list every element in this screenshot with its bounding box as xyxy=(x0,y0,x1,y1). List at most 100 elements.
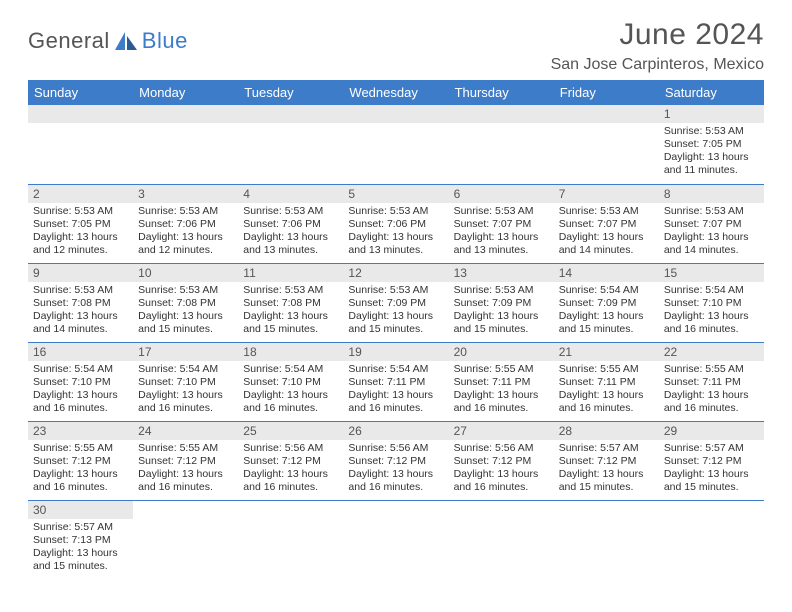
day-number: 6 xyxy=(449,185,554,203)
calendar-day: 23Sunrise: 5:55 AMSunset: 7:12 PMDayligh… xyxy=(28,421,133,500)
day-number: 1 xyxy=(659,105,764,123)
calendar-row: 30Sunrise: 5:57 AMSunset: 7:13 PMDayligh… xyxy=(28,500,764,579)
calendar-day: 16Sunrise: 5:54 AMSunset: 7:10 PMDayligh… xyxy=(28,342,133,421)
day-number: 19 xyxy=(343,343,448,361)
calendar-day: 13Sunrise: 5:53 AMSunset: 7:09 PMDayligh… xyxy=(449,263,554,342)
calendar-day: 6Sunrise: 5:53 AMSunset: 7:07 PMDaylight… xyxy=(449,184,554,263)
day-details: Sunrise: 5:53 AMSunset: 7:09 PMDaylight:… xyxy=(449,282,554,340)
calendar-day: 27Sunrise: 5:56 AMSunset: 7:12 PMDayligh… xyxy=(449,421,554,500)
day-number: 16 xyxy=(28,343,133,361)
logo-text-2: Blue xyxy=(142,28,188,54)
calendar-day: 5Sunrise: 5:53 AMSunset: 7:06 PMDaylight… xyxy=(343,184,448,263)
day-details: Sunrise: 5:54 AMSunset: 7:11 PMDaylight:… xyxy=(343,361,448,419)
day-number: 29 xyxy=(659,422,764,440)
calendar-body: 1 Sunrise: 5:53 AMSunset: 7:05 PMDaylight… xyxy=(28,105,764,579)
day-number: 17 xyxy=(133,343,238,361)
calendar-empty-cell xyxy=(449,105,554,184)
calendar-empty-cell xyxy=(343,500,448,579)
day-number: 27 xyxy=(449,422,554,440)
day-details: Sunrise: 5:56 AMSunset: 7:12 PMDaylight:… xyxy=(238,440,343,498)
calendar-day: 4Sunrise: 5:53 AMSunset: 7:06 PMDaylight… xyxy=(238,184,343,263)
calendar-day: 1Sunrise: 5:53 AMSunset: 7:05 PMDaylight… xyxy=(659,105,764,184)
calendar-empty-cell xyxy=(238,500,343,579)
day-number: 9 xyxy=(28,264,133,282)
day-details: Sunrise: 5:53 AMSunset: 7:06 PMDaylight:… xyxy=(238,203,343,261)
day-details: Sunrise: 5:56 AMSunset: 7:12 PMDaylight:… xyxy=(449,440,554,498)
day-details: Sunrise: 5:53 AMSunset: 7:07 PMDaylight:… xyxy=(554,203,659,261)
logo-text-1: General xyxy=(28,28,110,54)
calendar-empty-cell xyxy=(133,105,238,184)
logo: General Blue xyxy=(28,18,188,54)
calendar-empty-cell xyxy=(28,105,133,184)
day-details: Sunrise: 5:53 AMSunset: 7:05 PMDaylight:… xyxy=(28,203,133,261)
day-details: Sunrise: 5:53 AMSunset: 7:06 PMDaylight:… xyxy=(343,203,448,261)
month-title: June 2024 xyxy=(551,18,764,52)
calendar-day: 8Sunrise: 5:53 AMSunset: 7:07 PMDaylight… xyxy=(659,184,764,263)
day-number: 22 xyxy=(659,343,764,361)
calendar-row: 2Sunrise: 5:53 AMSunset: 7:05 PMDaylight… xyxy=(28,184,764,263)
day-number: 11 xyxy=(238,264,343,282)
calendar-day: 9Sunrise: 5:53 AMSunset: 7:08 PMDaylight… xyxy=(28,263,133,342)
day-details: Sunrise: 5:57 AMSunset: 7:13 PMDaylight:… xyxy=(28,519,133,577)
calendar-table: SundayMondayTuesdayWednesdayThursdayFrid… xyxy=(28,80,764,579)
calendar-empty-cell xyxy=(659,500,764,579)
calendar-empty-cell xyxy=(343,105,448,184)
weekday-header: Wednesday xyxy=(343,80,448,105)
day-number: 18 xyxy=(238,343,343,361)
day-details: Sunrise: 5:53 AMSunset: 7:08 PMDaylight:… xyxy=(133,282,238,340)
weekday-header: Thursday xyxy=(449,80,554,105)
location: San Jose Carpinteros, Mexico xyxy=(551,56,764,74)
empty-daynum-strip xyxy=(28,105,133,123)
day-details: Sunrise: 5:53 AMSunset: 7:06 PMDaylight:… xyxy=(133,203,238,261)
calendar-day: 19Sunrise: 5:54 AMSunset: 7:11 PMDayligh… xyxy=(343,342,448,421)
day-details: Sunrise: 5:55 AMSunset: 7:12 PMDaylight:… xyxy=(133,440,238,498)
calendar-day: 18Sunrise: 5:54 AMSunset: 7:10 PMDayligh… xyxy=(238,342,343,421)
day-details: Sunrise: 5:53 AMSunset: 7:08 PMDaylight:… xyxy=(28,282,133,340)
day-details: Sunrise: 5:53 AMSunset: 7:09 PMDaylight:… xyxy=(343,282,448,340)
calendar-day: 12Sunrise: 5:53 AMSunset: 7:09 PMDayligh… xyxy=(343,263,448,342)
day-details: Sunrise: 5:55 AMSunset: 7:11 PMDaylight:… xyxy=(449,361,554,419)
day-number: 15 xyxy=(659,264,764,282)
calendar-day: 20Sunrise: 5:55 AMSunset: 7:11 PMDayligh… xyxy=(449,342,554,421)
weekday-header: Sunday xyxy=(28,80,133,105)
day-number: 14 xyxy=(554,264,659,282)
day-details: Sunrise: 5:55 AMSunset: 7:11 PMDaylight:… xyxy=(554,361,659,419)
day-details: Sunrise: 5:54 AMSunset: 7:10 PMDaylight:… xyxy=(659,282,764,340)
empty-daynum-strip xyxy=(238,105,343,123)
weekday-header: Saturday xyxy=(659,80,764,105)
day-number: 28 xyxy=(554,422,659,440)
day-number: 2 xyxy=(28,185,133,203)
day-number: 8 xyxy=(659,185,764,203)
calendar-day: 10Sunrise: 5:53 AMSunset: 7:08 PMDayligh… xyxy=(133,263,238,342)
day-number: 10 xyxy=(133,264,238,282)
empty-daynum-strip xyxy=(554,105,659,123)
calendar-day: 28Sunrise: 5:57 AMSunset: 7:12 PMDayligh… xyxy=(554,421,659,500)
calendar-day: 2Sunrise: 5:53 AMSunset: 7:05 PMDaylight… xyxy=(28,184,133,263)
title-block: June 2024 San Jose Carpinteros, Mexico xyxy=(551,18,764,74)
day-details: Sunrise: 5:56 AMSunset: 7:12 PMDaylight:… xyxy=(343,440,448,498)
logo-sail-icon xyxy=(113,30,139,52)
calendar-day: 29Sunrise: 5:57 AMSunset: 7:12 PMDayligh… xyxy=(659,421,764,500)
calendar-row: 16Sunrise: 5:54 AMSunset: 7:10 PMDayligh… xyxy=(28,342,764,421)
day-details: Sunrise: 5:55 AMSunset: 7:12 PMDaylight:… xyxy=(28,440,133,498)
weekday-header: Monday xyxy=(133,80,238,105)
day-number: 26 xyxy=(343,422,448,440)
header: General Blue June 2024 San Jose Carpinte… xyxy=(28,18,764,74)
calendar-empty-cell xyxy=(238,105,343,184)
calendar-row: 9Sunrise: 5:53 AMSunset: 7:08 PMDaylight… xyxy=(28,263,764,342)
day-details: Sunrise: 5:54 AMSunset: 7:10 PMDaylight:… xyxy=(28,361,133,419)
empty-daynum-strip xyxy=(449,105,554,123)
day-number: 4 xyxy=(238,185,343,203)
calendar-day: 3Sunrise: 5:53 AMSunset: 7:06 PMDaylight… xyxy=(133,184,238,263)
calendar-day: 21Sunrise: 5:55 AMSunset: 7:11 PMDayligh… xyxy=(554,342,659,421)
day-number: 12 xyxy=(343,264,448,282)
empty-daynum-strip xyxy=(343,105,448,123)
calendar-empty-cell xyxy=(133,500,238,579)
day-details: Sunrise: 5:53 AMSunset: 7:07 PMDaylight:… xyxy=(659,203,764,261)
calendar-day: 11Sunrise: 5:53 AMSunset: 7:08 PMDayligh… xyxy=(238,263,343,342)
calendar-day: 26Sunrise: 5:56 AMSunset: 7:12 PMDayligh… xyxy=(343,421,448,500)
day-number: 13 xyxy=(449,264,554,282)
calendar-day: 14Sunrise: 5:54 AMSunset: 7:09 PMDayligh… xyxy=(554,263,659,342)
calendar-empty-cell xyxy=(554,105,659,184)
day-number: 21 xyxy=(554,343,659,361)
